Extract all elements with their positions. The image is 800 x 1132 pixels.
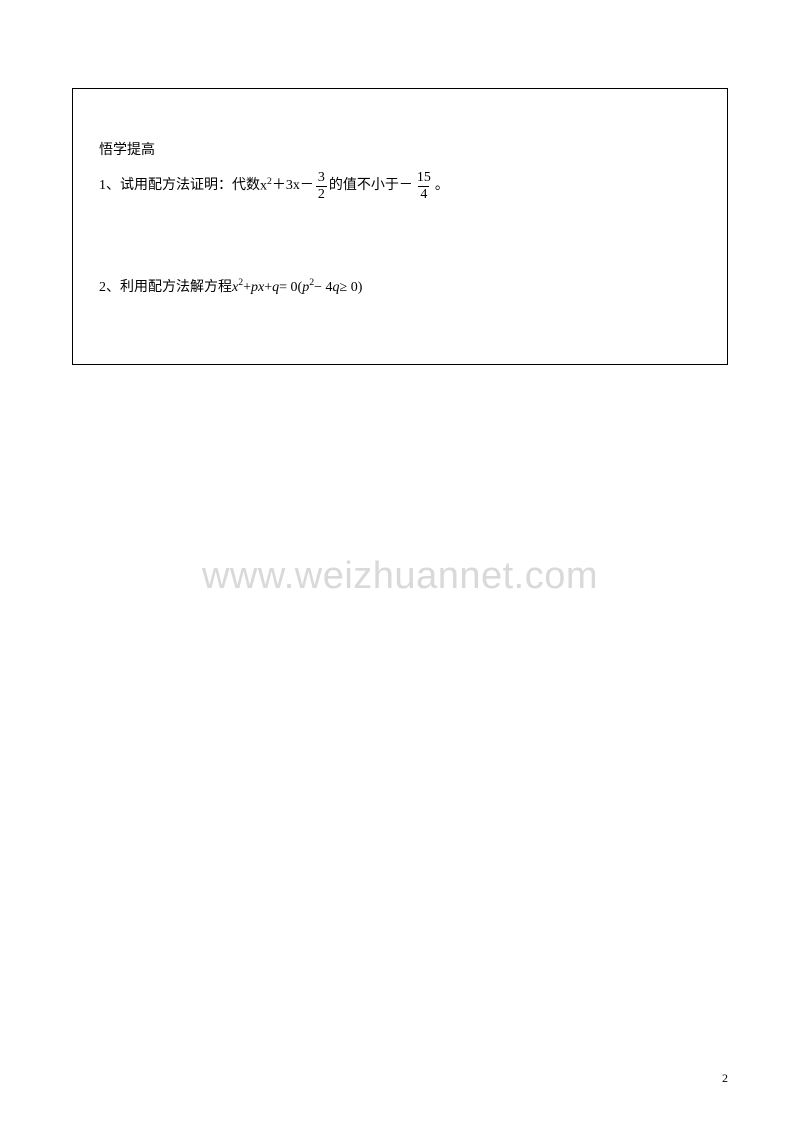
numerator: 15 (415, 171, 433, 186)
math-op: ≥ 0) (340, 273, 363, 304)
math-text: 。 (435, 171, 449, 202)
math-var: q (333, 273, 340, 304)
math-op: − 4 (314, 273, 332, 304)
math-var: px (251, 273, 264, 304)
problem-2-label: 2、利用配方法解方程 (99, 273, 232, 304)
page-number: 2 (722, 1071, 728, 1086)
math-var: p (302, 273, 309, 304)
numerator: 3 (316, 171, 327, 186)
math-text: ＋3x－ (272, 171, 314, 202)
content-box: 悟学提高 1、试用配方法证明：代数 x2 ＋3x－ 3 2 的值不小于－ 15 … (72, 88, 728, 365)
problem-1-label: 1、试用配方法证明：代数 (99, 171, 260, 202)
math-var: q (272, 273, 279, 304)
math-op: + (243, 273, 251, 304)
problem-2: 2、利用配方法解方程 x2 + px + q = 0( p2 − 4 q ≥ 0… (93, 272, 707, 303)
problem-1: 1、试用配方法证明：代数 x2 ＋3x－ 3 2 的值不小于－ 15 4 。 (93, 171, 707, 202)
fraction: 15 4 (415, 171, 433, 202)
watermark: www.weizhuannet.com (202, 555, 598, 598)
math-text: 的值不小于－ (329, 171, 413, 202)
fraction: 3 2 (316, 171, 327, 202)
math-op: + (264, 273, 272, 304)
denominator: 4 (418, 186, 429, 202)
math-text: x2 (260, 171, 272, 202)
section-title: 悟学提高 (93, 139, 707, 159)
denominator: 2 (316, 186, 327, 202)
math-op: = 0( (279, 273, 302, 304)
